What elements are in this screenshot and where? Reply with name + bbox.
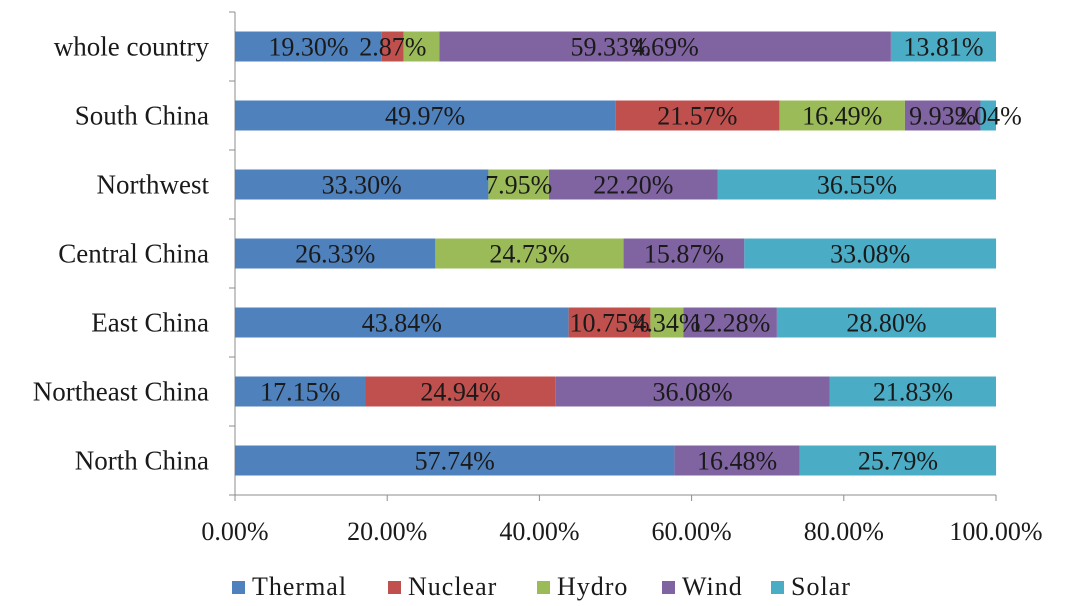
legend-label: Thermal (252, 572, 347, 601)
data-label: 36.08% (653, 378, 733, 407)
bar-segment-nuclear (568, 307, 651, 338)
x-tick-label: 0.00% (201, 517, 268, 546)
data-label: 19.30% (268, 33, 348, 62)
data-label: 7.95% (485, 171, 552, 200)
legend-item-thermal: Thermal (232, 572, 347, 601)
category-label: Northeast China (33, 377, 209, 407)
legend-label: Solar (791, 572, 851, 601)
category-label: East China (91, 308, 209, 338)
data-label: 4.69% (632, 33, 699, 62)
bar-segment-thermal (235, 100, 616, 131)
category-label: South China (75, 101, 209, 131)
bar-segment-hydro (488, 169, 549, 200)
data-label: 10.75% (569, 309, 649, 338)
x-tick-label: 20.00% (347, 517, 427, 546)
data-label: 21.57% (657, 102, 737, 131)
category-label: North China (75, 446, 209, 476)
data-label: 2.87% (359, 33, 426, 62)
data-label: 36.55% (817, 171, 897, 200)
legend-swatch (662, 581, 675, 594)
x-tick-label: 60.00% (652, 517, 732, 546)
x-axis: 0.00% 20.00% 40.00% 60.00% 80.00% 100.00% (201, 494, 1043, 546)
bar-segment-nuclear (615, 100, 780, 131)
bar-segment-solar (890, 31, 996, 62)
legend-swatch (388, 581, 401, 594)
bar-segment-solar (799, 445, 997, 476)
data-label: 16.49% (802, 102, 882, 131)
legend-swatch (232, 581, 245, 594)
bar-segment-wind (623, 238, 745, 269)
legend-swatch (537, 581, 550, 594)
data-label: 24.94% (420, 378, 500, 407)
data-label: 59.33% (570, 33, 650, 62)
legend-swatch (771, 581, 784, 594)
bar-segment-wind (548, 169, 718, 200)
bar-segment-wind (674, 445, 800, 476)
data-label: 4.34% (633, 309, 700, 338)
bar-segment-hydro (403, 31, 440, 62)
data-label: 43.84% (362, 309, 442, 338)
data-label: 16.48% (697, 447, 777, 476)
legend-item-solar: Solar (771, 572, 851, 601)
data-label: 28.80% (846, 309, 926, 338)
bar-segment-wind (555, 376, 830, 407)
bar-segment-nuclear (381, 31, 404, 62)
data-label: 33.08% (830, 240, 910, 269)
bar-segment-thermal (235, 307, 569, 338)
data-label: 22.20% (593, 171, 673, 200)
x-tick-label: 80.00% (804, 517, 884, 546)
data-label: 2.04% (955, 102, 1022, 131)
bar-segment-solar (829, 376, 996, 407)
category-label: Central China (58, 239, 209, 269)
category-label: whole country (54, 32, 210, 62)
bars: 19.30% 2.87% 4.69% 13.81% 49.97% 21.57% 16.49%… (235, 31, 1022, 476)
legend: Thermal Nuclear Hydro Wind Solar (232, 572, 851, 601)
bar-segment-thermal (235, 238, 436, 269)
data-label: 33.30% (322, 171, 402, 200)
data-label: 25.79% (858, 447, 938, 476)
data-label: 57.74% (415, 447, 495, 476)
legend-label: Wind (682, 572, 743, 601)
data-label: 15.87% (644, 240, 724, 269)
legend-item-nuclear: Nuclear (388, 572, 497, 601)
bar-segment-wind (439, 31, 891, 62)
bar-segment-nuclear (365, 376, 556, 407)
bar-segment-solar (717, 169, 996, 200)
bar-segment-solar (776, 307, 997, 338)
data-label: 49.97% (385, 102, 465, 131)
x-tick-label: 40.00% (499, 517, 579, 546)
data-label: 24.73% (489, 240, 569, 269)
data-label: 21.83% (873, 378, 953, 407)
bar-segment-wind (904, 100, 981, 131)
data-label: 13.81% (903, 33, 983, 62)
bar-segment-solar (744, 238, 997, 269)
category-label: Northwest (97, 170, 210, 200)
legend-label: Hydro (557, 572, 628, 601)
data-label: 17.15% (260, 378, 340, 407)
data-label: 9.93% (909, 102, 976, 131)
legend-label: Nuclear (408, 572, 497, 601)
legend-item-hydro: Hydro (537, 572, 628, 601)
bar-segment-thermal (235, 376, 366, 407)
x-tick-label: 100.00% (949, 517, 1042, 546)
bar-segment-hydro (435, 238, 624, 269)
legend-item-wind: Wind (662, 572, 743, 601)
bar-segment-thermal (235, 445, 675, 476)
y-axis: whole country South China Northwest Central… (33, 11, 236, 496)
data-label: 26.33% (295, 240, 375, 269)
bar-segment-hydro (650, 307, 684, 338)
bar-segment-thermal (235, 31, 382, 62)
bar-segment-wind (683, 307, 777, 338)
bar-segment-thermal (235, 169, 489, 200)
bar-segment-solar (980, 100, 996, 131)
data-label: 12.28% (690, 309, 770, 338)
bar-segment-hydro (779, 100, 905, 131)
